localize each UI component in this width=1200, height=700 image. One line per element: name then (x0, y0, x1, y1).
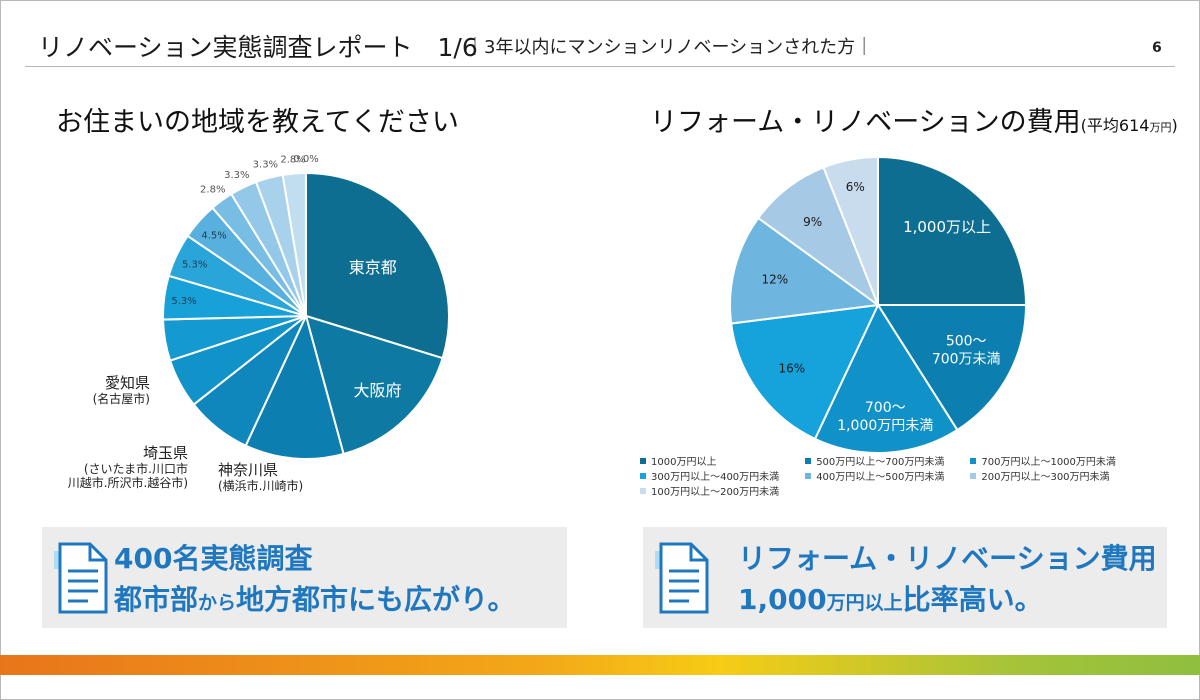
pie-percent-label: 4.5% (201, 230, 226, 241)
pie-label-osaka: 大阪府 (354, 381, 402, 400)
pie-percent-label: 2.8% (200, 184, 225, 195)
callout-region-summary: 400名実態調査 都市部から地方都市にも広がり。 (42, 527, 567, 628)
legend-item: 100万円以上～200万円未満 (640, 483, 802, 498)
pie-slice (876, 304, 1028, 432)
left-chart-title: お住まいの地域を教えてください (56, 107, 459, 138)
legend-item: 1000万円以上 (640, 453, 802, 468)
region-label-aichi: 愛知県 (名古屋市) (92, 374, 150, 406)
header-divider (25, 66, 1175, 67)
pie-percent-label: 16% (778, 362, 805, 376)
pie-slice (304, 314, 444, 456)
legend-item: 300万円以上～400万円未満 (640, 468, 802, 483)
pie-label-700-1000: 1,000万円未満 (837, 418, 933, 434)
page-subtitle: ｜3年以内にマンションリノベーションされた方｜ (466, 37, 874, 58)
legend-item: 500万円以上～700万円未満 (805, 453, 967, 468)
pie-slice (730, 303, 880, 441)
pie-slice (877, 155, 1028, 306)
callout-cost-text: リフォーム・リノベーション費用 1,000万円以上比率高い。 (738, 542, 1157, 616)
pie-percent-label: 6% (846, 180, 865, 194)
pie-percent-label: 3.3% (253, 159, 278, 170)
legend-item: 700万円以上～1000万円未満 (970, 453, 1132, 468)
pie-percent-label: 0.0% (293, 154, 318, 165)
cost-legend: 1000万円以上 500万円以上～700万円未満 700万円以上～1000万円未… (640, 453, 1160, 498)
pie-label-500-700: 500～ (946, 333, 987, 349)
pie-label-1000-plus: 1,000万以上 (903, 218, 991, 236)
pie-slice (822, 155, 879, 306)
legend-item: 200万円以上～300万円未満 (970, 468, 1132, 483)
pie-slice (729, 216, 881, 325)
pie-percent-label: 3.3% (224, 170, 249, 181)
pie-percent-label: 5.3% (171, 296, 196, 307)
callout-region-text: 400名実態調査 都市部から地方都市にも広がり。 (114, 542, 516, 616)
pie-percent-label: 12% (761, 272, 788, 286)
region-label-saitama: 埼玉県 (さいたま市.川口市 川越市.所沢市.越谷市) (67, 444, 188, 491)
pie-percent-label: 9% (803, 215, 822, 229)
pie-label-tokyo: 東京都 (349, 258, 397, 277)
callout-cost-summary: リフォーム・リノベーション費用 1,000万円以上比率高い。 (643, 527, 1167, 628)
pie-slice (244, 313, 345, 460)
pie-slice (813, 302, 959, 454)
pie-label-700-1000: 700～ (865, 400, 906, 416)
document-icon (655, 542, 709, 614)
pie-label-500-700: 700万未満 (932, 351, 1001, 367)
pie-percent-label: 2.8% (280, 155, 305, 166)
document-icon (54, 542, 108, 614)
page-number: 6 (1152, 40, 1162, 56)
pie-percent-label: 5.3% (182, 260, 207, 271)
legend-item: 400万円以上～500万円未満 (805, 468, 967, 483)
right-chart-title: リフォーム・リノベーションの費用(平均614万円) (650, 107, 1178, 138)
pie-slice (305, 171, 450, 360)
footer-gradient-bar (0, 655, 1200, 675)
pie-slice (756, 166, 881, 308)
page-title: リノベーション実態調査レポート 1/6 (38, 33, 478, 62)
region-label-kanagawa: 神奈川県 (横浜市.川崎市) (218, 461, 304, 493)
